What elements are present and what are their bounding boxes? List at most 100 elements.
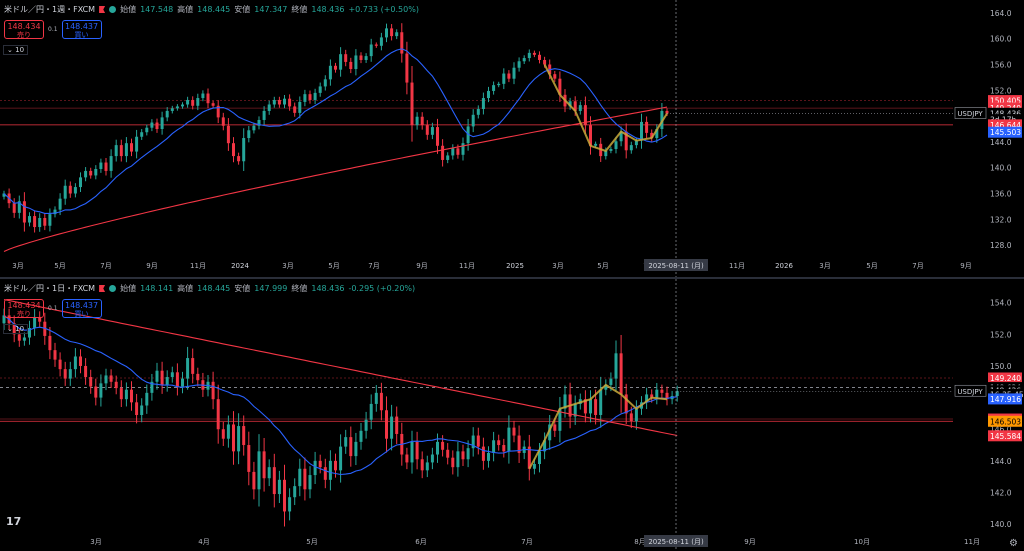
sell-button[interactable]: 148.434 売り (4, 20, 44, 39)
x-tick-label: 7月 (368, 262, 379, 270)
tradingview-logo-icon: 17 (6, 515, 22, 528)
candle-body (237, 156, 241, 162)
candle-body (170, 372, 174, 378)
weekly-legend: 米ドル／円・1週・FXCM 始値 147.548 高値 148.445 安値 147.… (4, 4, 419, 15)
status-dot-icon (109, 285, 117, 292)
weekly-chart-pane[interactable]: 128.0132.0136.0140.0144.0148.0152.0156.0… (0, 0, 1024, 277)
daily-trade-panel: 148.434 売り 0.1 148.437 買い (4, 299, 102, 318)
candle-body (181, 378, 184, 387)
candle-body (645, 121, 649, 133)
spread-value: 0.1 (48, 305, 58, 312)
candle-body (415, 116, 419, 126)
candle-body (573, 403, 577, 417)
candle-body (33, 216, 37, 228)
candle-body (288, 98, 292, 107)
x-tick-label: 11月 (190, 262, 206, 270)
weekly-chart-canvas[interactable]: 128.0132.0136.0140.0144.0148.0152.0156.0… (0, 0, 1024, 277)
candle-body (43, 218, 47, 226)
candle-body (191, 99, 195, 106)
open-value: 148.141 (140, 284, 174, 293)
candle-body (441, 441, 445, 450)
candle-body (446, 449, 450, 458)
candle-body (140, 405, 144, 415)
candle-body (196, 373, 200, 381)
candle-body (395, 32, 399, 37)
candle-body (89, 170, 93, 176)
candle-body (481, 98, 485, 110)
candle-body (374, 44, 378, 46)
candle-body (252, 125, 256, 131)
chevron-down-icon: ⌄ (7, 46, 13, 54)
price-label: 145.584 (990, 432, 1021, 441)
low-value: 147.347 (254, 5, 288, 14)
price-label-box (988, 126, 1022, 138)
candle-body (583, 105, 587, 126)
candle-body (543, 59, 547, 65)
candle-body (33, 316, 37, 329)
candle-body (119, 145, 123, 157)
sell-button[interactable]: 148.434 売り (4, 299, 44, 318)
crosshair-date-box (644, 259, 708, 271)
x-tick-label: 10月 (854, 538, 870, 546)
candle-body (497, 83, 501, 86)
daily-chart-canvas[interactable]: 140.0142.0144.0146.0148.0150.0152.0154.0… (0, 279, 1024, 551)
candle-body (364, 56, 368, 60)
candle-body (374, 392, 378, 404)
candle-body (456, 148, 460, 155)
y-tick-label: 160.0 (990, 35, 1012, 44)
x-tick-label: 3月 (819, 262, 830, 270)
quantity-field[interactable]: ⌄ 10 (3, 324, 29, 334)
candle-body (160, 117, 164, 129)
y-tick-label: 152.0 (990, 330, 1012, 339)
candle-body (114, 381, 118, 389)
candle-body (211, 381, 215, 400)
daily-legend: 米ドル／円・1日・FXCM 始値 148.141 高値 148.445 安値 147.… (4, 283, 415, 294)
x-tick-label: 9月 (416, 262, 427, 270)
buy-button[interactable]: 148.437 買い (61, 299, 102, 318)
x-tick-label: 7月 (100, 262, 111, 270)
candle-body (63, 185, 67, 199)
candle-body (48, 335, 52, 351)
candle-body (175, 372, 179, 387)
daily-symbol[interactable]: 米ドル／円・1日・FXCM (4, 284, 96, 293)
price-label: 146.503 (990, 417, 1021, 426)
candle-body (369, 403, 373, 420)
candle-body (589, 399, 592, 414)
candle-body (221, 117, 225, 126)
candle-body (532, 464, 536, 469)
daily-chart-pane[interactable]: 140.0142.0144.0146.0148.0150.0152.0154.0… (0, 279, 1024, 551)
x-tick-label: 11月 (459, 262, 475, 270)
candle-body (629, 413, 633, 422)
candle-body (303, 468, 307, 490)
candle-body (150, 122, 154, 128)
pane-separator[interactable] (0, 277, 1024, 279)
candle-body (206, 93, 210, 104)
candle-body (497, 440, 501, 446)
weekly-symbol[interactable]: 米ドル／円・1週・FXCM (4, 5, 96, 14)
candle-body (2, 315, 6, 324)
buy-button[interactable]: 148.437 買い (61, 20, 102, 39)
candle-body (619, 131, 623, 142)
candle-body (99, 383, 103, 398)
candle-body (594, 399, 598, 415)
slow-moving-average-line (3, 106, 668, 253)
candle-body (283, 98, 286, 105)
x-tick-label: 5月 (328, 262, 339, 270)
candle-body (655, 129, 659, 139)
candle-body (609, 148, 613, 151)
candle-body (124, 143, 128, 157)
quantity-field[interactable]: ⌄ 10 (3, 45, 29, 55)
candle-body (186, 358, 190, 379)
candle-body (487, 452, 490, 461)
x-tick-label: 2026 (775, 262, 793, 270)
fast-moving-average-line (3, 48, 668, 214)
candle-body (94, 168, 98, 176)
candle-body (364, 419, 368, 431)
candle-body (410, 441, 414, 463)
status-dot-icon (109, 6, 117, 13)
gear-icon[interactable]: ⚙ (1009, 538, 1018, 549)
candle-body (390, 416, 394, 439)
candle-body (430, 454, 434, 463)
candle-body (226, 125, 230, 144)
candle-body (298, 101, 302, 113)
